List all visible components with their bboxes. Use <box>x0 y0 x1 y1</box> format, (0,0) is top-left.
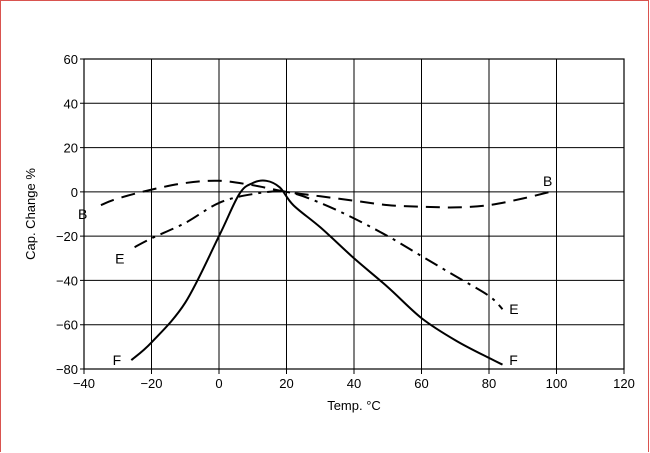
y-tick-label: −60 <box>56 318 78 333</box>
x-tick-label: 40 <box>347 376 361 391</box>
series-label-f: F <box>113 352 122 368</box>
y-tick-label: 40 <box>64 96 78 111</box>
x-tick-label: 60 <box>414 376 428 391</box>
tick-labels: −40 −20 0 20 40 60 80 100 120 60 40 20 0 −20 −40 −60 −80 <box>56 52 635 391</box>
series-label-b: B <box>78 206 87 222</box>
plot-border <box>83 58 625 370</box>
y-tick-label: −40 <box>56 273 78 288</box>
series-label-e: E <box>115 250 124 266</box>
y-tick-label: 0 <box>71 185 78 200</box>
y-tick-label: 20 <box>64 141 78 156</box>
x-tick-label: 120 <box>613 376 635 391</box>
x-tick-label: 0 <box>215 376 222 391</box>
y-tick-label: −20 <box>56 229 78 244</box>
x-tick-label: −40 <box>73 376 95 391</box>
x-tick-label: 100 <box>546 376 568 391</box>
y-axis-title: Cap. Change % <box>23 168 38 260</box>
x-tick-label: 20 <box>279 376 293 391</box>
y-tick-label: −80 <box>56 362 78 377</box>
series-labels: B B E E F F <box>78 173 552 368</box>
series-line-b <box>100 179 551 209</box>
series-label-f: F <box>509 352 518 368</box>
x-tick-label: −20 <box>140 376 162 391</box>
series-label-b: B <box>543 173 552 189</box>
y-tick-label: 60 <box>64 52 78 67</box>
x-tick-label: 80 <box>482 376 496 391</box>
series-label-e: E <box>509 301 518 317</box>
x-axis-title: Temp. °C <box>327 398 381 413</box>
series-line-f <box>130 179 503 366</box>
series-layer <box>100 179 551 366</box>
series-line-e <box>134 190 504 310</box>
